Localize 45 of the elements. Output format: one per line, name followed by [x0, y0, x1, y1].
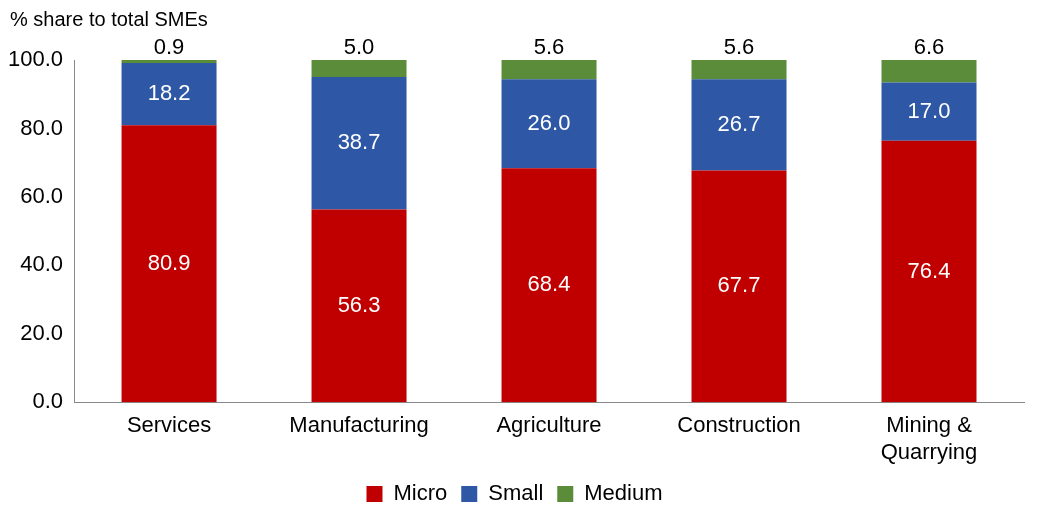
data-label: 26.0 — [527, 109, 571, 135]
bar — [691, 170, 787, 403]
data-label: 5.0 — [343, 34, 375, 60]
data-label: 56.3 — [337, 291, 381, 317]
bar — [121, 125, 217, 403]
legend-label: Micro — [393, 480, 448, 506]
data-label: 0.9 — [153, 34, 185, 60]
bar — [311, 209, 407, 403]
y-tick-label: 60.0 — [20, 182, 64, 208]
y-axis-title: % share to total SMEs — [10, 7, 208, 30]
data-label: 18.2 — [147, 80, 191, 106]
y-tick-label: 0.0 — [32, 388, 64, 414]
data-label: 80.9 — [147, 249, 191, 275]
bar — [501, 79, 597, 169]
data-label: 38.7 — [337, 129, 381, 155]
x-tick-label: Mining & Quarrying — [880, 412, 978, 464]
data-label: 26.7 — [717, 110, 761, 136]
legend-label: Small — [488, 480, 544, 506]
data-label: 68.4 — [527, 271, 571, 297]
data-label: 6.6 — [913, 34, 945, 60]
data-label: 67.7 — [717, 272, 761, 298]
bar — [691, 79, 787, 171]
bar — [121, 60, 217, 64]
data-label: 5.6 — [533, 34, 565, 60]
x-tick-label: Construction — [677, 412, 801, 438]
x-tick-label: Agriculture — [496, 412, 602, 438]
data-label: 17.0 — [907, 97, 951, 123]
y-tick-label: 80.0 — [20, 114, 64, 140]
bar — [881, 60, 977, 83]
data-label: 76.4 — [907, 257, 951, 283]
bar — [501, 60, 597, 80]
y-tick-label: 100.0 — [7, 46, 64, 72]
bar — [121, 63, 217, 126]
y-tick-label: 20.0 — [20, 319, 64, 345]
x-tick-label: Manufacturing — [289, 412, 429, 438]
bar — [881, 82, 977, 141]
y-tick-label: 40.0 — [20, 251, 64, 277]
bar — [311, 77, 407, 210]
bar — [881, 140, 977, 403]
x-tick-label: Services — [126, 412, 212, 438]
bar — [501, 168, 597, 403]
data-label: 5.6 — [723, 34, 755, 60]
bar — [311, 60, 407, 78]
legend-label: Medium — [584, 480, 663, 506]
bar — [691, 60, 787, 80]
